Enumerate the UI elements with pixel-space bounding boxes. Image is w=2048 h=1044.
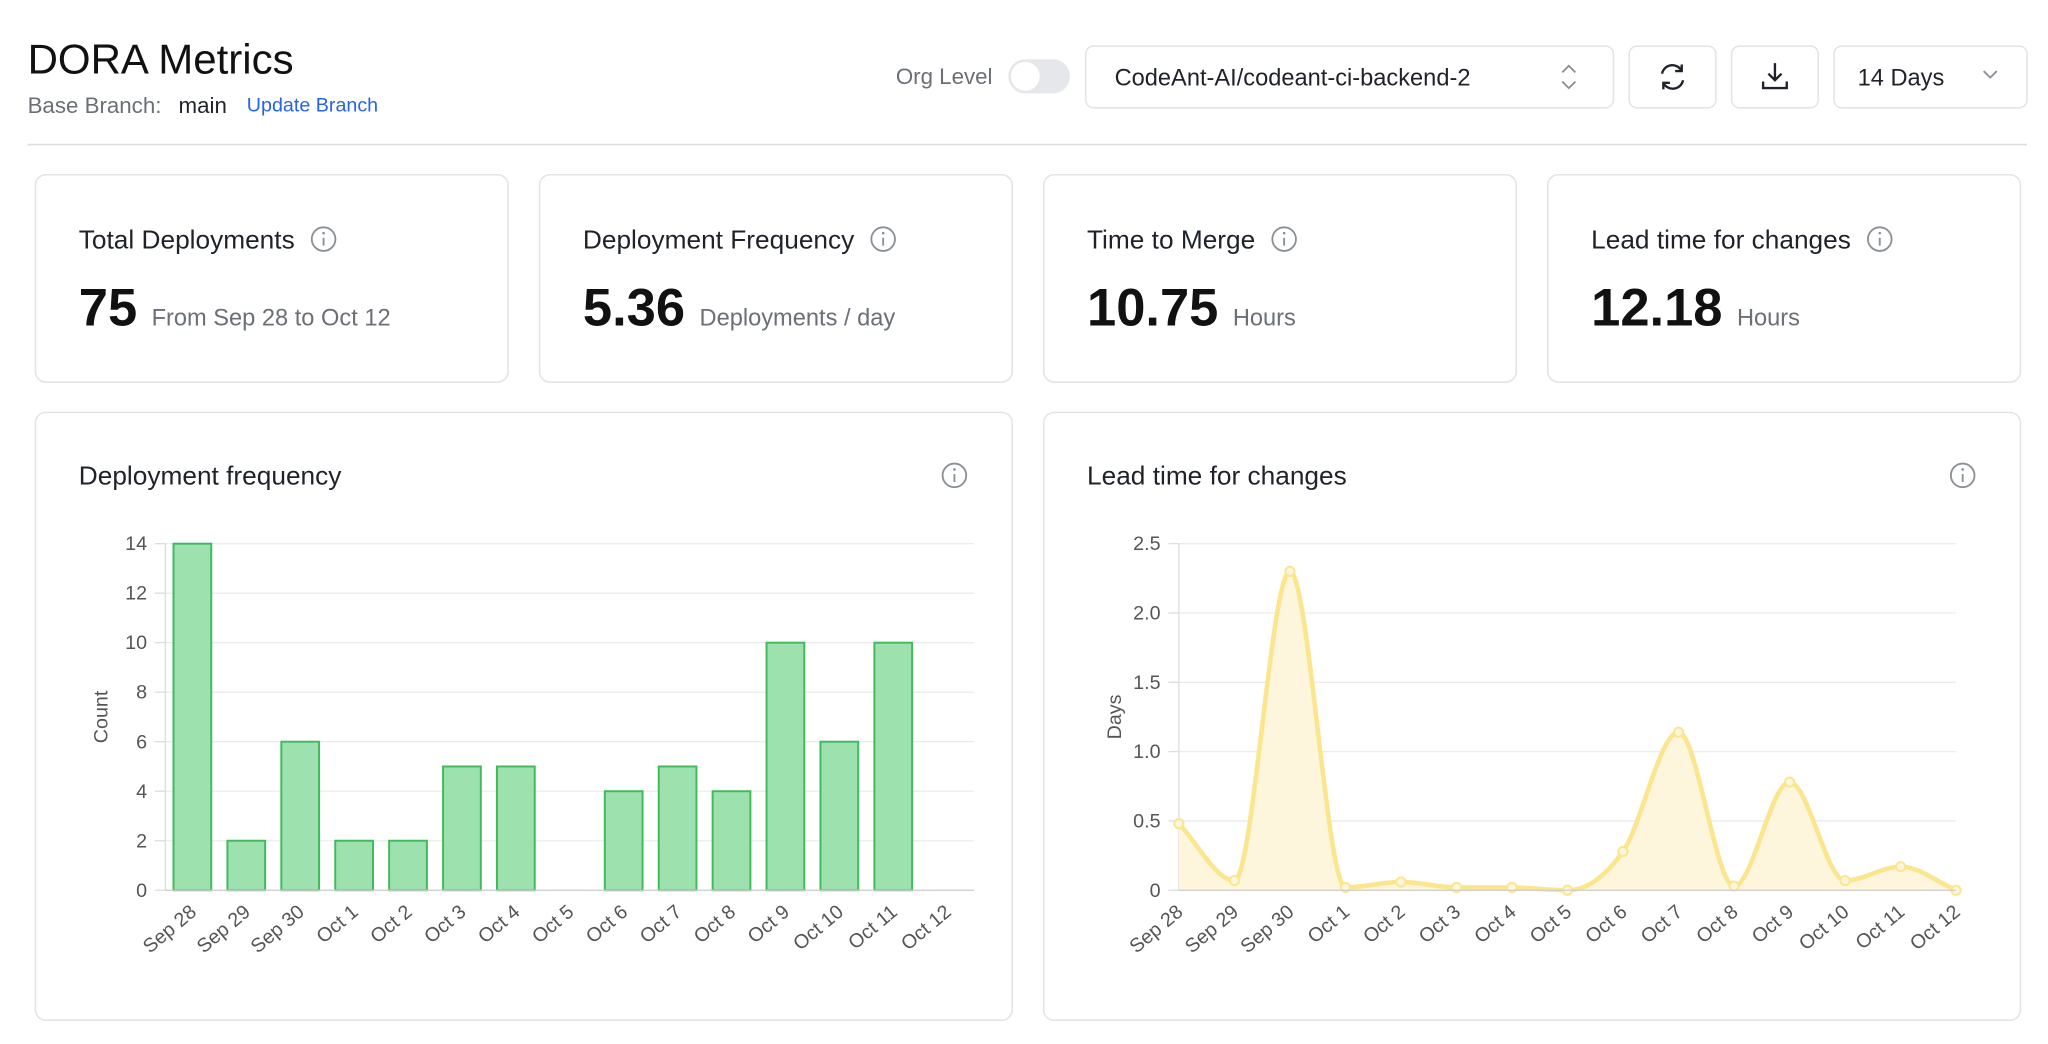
bar — [873, 641, 914, 892]
info-icon-dot — [953, 468, 956, 471]
info-icon-dot — [322, 231, 325, 235]
point — [1395, 876, 1407, 888]
bar — [711, 790, 752, 892]
select-box — [1084, 45, 1615, 109]
chart-title: Deployment frequency — [79, 461, 343, 491]
y-tick-label: 1.5 — [1133, 672, 1160, 694]
bar — [280, 740, 321, 892]
info-icon — [1271, 226, 1297, 252]
y-tick-label: 12 — [125, 583, 147, 605]
refresh-button[interactable] — [1628, 45, 1717, 109]
download-icon — [1761, 63, 1788, 90]
point — [1173, 818, 1185, 830]
point — [1228, 874, 1241, 887]
bar — [765, 641, 806, 892]
bar — [603, 790, 644, 892]
bar — [226, 839, 267, 892]
info-icon — [310, 226, 337, 252]
range-select[interactable]: 14 Days — [1833, 45, 2028, 109]
chart-cards: Deployment frequencyCount02468101214Sep … — [34, 411, 2022, 1022]
metric-unit: From Sep 28 to Oct 12 — [152, 306, 391, 332]
update-branch-link[interactable]: Update Branch — [247, 95, 378, 117]
chevron-down — [1983, 70, 1998, 79]
metric-value: 12.18 — [1591, 279, 1722, 338]
point — [1783, 776, 1796, 788]
info-icon — [870, 226, 896, 252]
chart-title: Lead time for changes — [1087, 461, 1347, 491]
bar — [657, 765, 698, 892]
metric-value: 5.36 — [583, 279, 685, 338]
page-title: DORA Metrics — [28, 36, 294, 83]
metric-unit: Deployments / day — [700, 306, 896, 332]
y-tick-label: 0.5 — [1133, 810, 1160, 832]
metric-title: Lead time for changes — [1591, 224, 1851, 254]
metric-card — [538, 173, 1013, 383]
metric-card — [1547, 173, 2022, 383]
info-icon — [1867, 226, 1893, 252]
y-axis-label: Count — [91, 690, 113, 743]
metric-card — [34, 173, 509, 383]
org-level-toggle[interactable] — [1008, 59, 1070, 94]
metric-line: 12.18 Hours — [1591, 279, 1800, 338]
bar — [442, 765, 482, 892]
info-icon-dot — [1961, 468, 1964, 471]
bar — [819, 740, 860, 892]
area — [1178, 571, 1957, 891]
metric-unit: Hours — [1737, 306, 1800, 332]
y-tick-label: 2.0 — [1133, 603, 1160, 625]
metric-line: 75 From Sep 28 to Oct 12 — [79, 279, 391, 338]
y-tick-label: 8 — [136, 682, 147, 704]
range-value: 14 Days — [1858, 65, 1945, 91]
point — [1728, 880, 1740, 892]
toggle-knob — [1010, 61, 1040, 91]
refresh-icon — [1660, 64, 1685, 90]
info-icon-dot — [1878, 231, 1882, 235]
metric-card — [1042, 173, 1518, 383]
branch-name: main — [179, 93, 227, 118]
info-icon-dot — [881, 231, 885, 235]
info-icon — [1949, 462, 1976, 489]
y-tick-label: 0 — [136, 880, 147, 902]
y-tick-label: 2.5 — [1133, 533, 1160, 555]
point — [1839, 874, 1851, 887]
info-icon-dot — [1282, 231, 1286, 235]
metric-unit: Hours — [1233, 306, 1296, 332]
branch-label: Base Branch: — [28, 93, 162, 118]
y-tick-label: 10 — [125, 632, 147, 654]
info-icon — [941, 462, 968, 489]
bar — [334, 839, 374, 892]
metric-title: Total Deployments — [79, 224, 295, 254]
repo-name: CodeAnt-AI/codeant-ci-backend-2 — [1115, 65, 1471, 91]
point — [1617, 845, 1629, 858]
metric-value: 75 — [79, 279, 137, 338]
bar — [388, 839, 428, 892]
y-tick-label: 6 — [136, 731, 147, 753]
metric-title: Time to Merge — [1087, 224, 1255, 254]
download-button[interactable] — [1730, 45, 1820, 109]
y-tick-label: 2 — [136, 830, 147, 852]
select-box — [1833, 45, 2028, 109]
button-box — [1628, 45, 1717, 109]
y-tick-label: 14 — [125, 533, 147, 555]
point — [1284, 565, 1296, 577]
metric-line: 5.36 Deployments / day — [583, 279, 895, 338]
metric-line: 10.75 Hours — [1087, 279, 1296, 338]
y-tick-label: 4 — [136, 781, 147, 803]
metric-title: Deployment Frequency — [583, 224, 855, 254]
y-tick-label: 0 — [1150, 880, 1161, 902]
metric-value: 10.75 — [1087, 279, 1218, 338]
point — [1672, 726, 1685, 738]
metric-cards: Total Deployments 75 From Sep 28 to Oct 12… — [34, 173, 2022, 383]
repo-select[interactable]: CodeAnt-AI/codeant-ci-backend-2 — [1084, 45, 1615, 109]
bar — [172, 542, 213, 892]
y-tick-label: 1.0 — [1133, 741, 1160, 763]
point — [1895, 861, 1907, 873]
y-axis-label: Days — [1104, 694, 1126, 739]
select-chevrons — [1561, 64, 1577, 90]
bar — [495, 765, 536, 892]
org-level-label: Org Level — [896, 64, 993, 89]
